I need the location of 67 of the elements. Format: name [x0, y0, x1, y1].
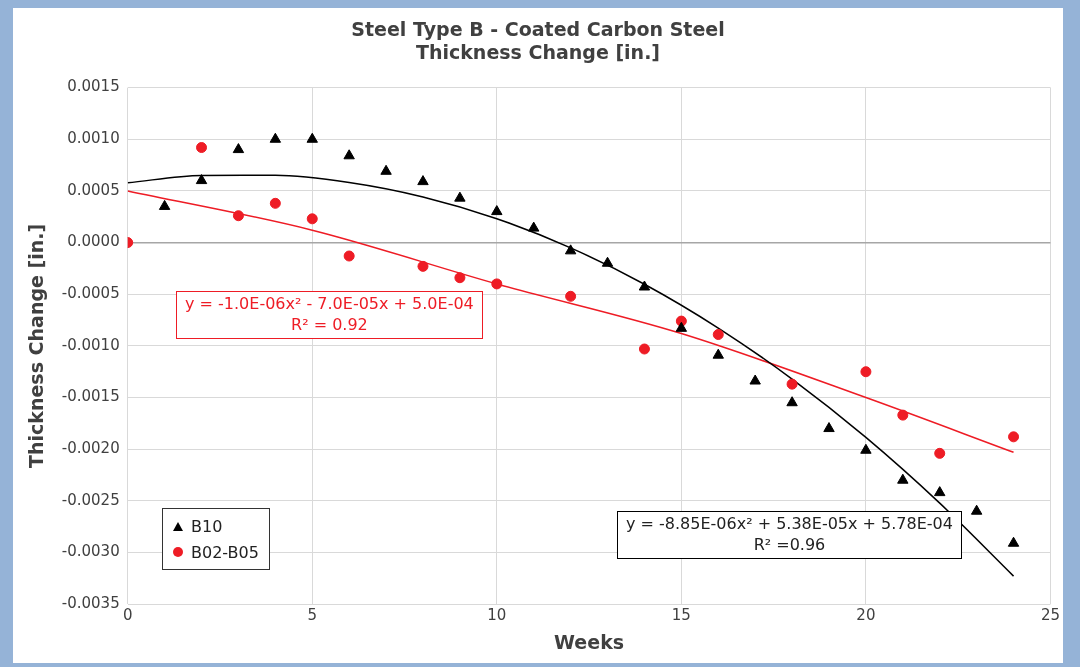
chart-title: Steel Type B - Coated Carbon Steel — [351, 18, 725, 41]
y-tick-label: -0.0010 — [61, 335, 120, 354]
point — [343, 250, 355, 262]
point — [269, 197, 281, 209]
y-tick-label: -0.0035 — [61, 594, 120, 613]
x-tick-label: 25 — [1040, 606, 1060, 625]
point — [970, 504, 983, 515]
point — [417, 260, 429, 272]
x-tick-label: 0 — [122, 606, 133, 625]
point — [786, 378, 798, 390]
legend-label: B10 — [191, 516, 223, 536]
x-axis-title: Weeks — [554, 630, 625, 653]
point — [934, 486, 946, 497]
annotation: y = -1.0E-06x² - 7.0E-05x + 5.0E-04 R² = 0.92 — [176, 291, 483, 339]
point — [564, 244, 577, 255]
point — [196, 142, 208, 154]
y-tick-label: -0.0025 — [61, 490, 120, 509]
y-tick-label: -0.0015 — [61, 387, 120, 406]
y-axis-title: Thickness Change [in.] — [25, 223, 48, 468]
point — [786, 396, 798, 407]
point — [712, 329, 724, 341]
point — [269, 132, 282, 143]
point — [491, 205, 503, 216]
y-tick-label: 0.0000 — [67, 232, 120, 251]
point — [897, 473, 909, 484]
point — [232, 210, 244, 222]
y-tick-label: -0.0030 — [61, 542, 120, 561]
line-series — [127, 190, 1015, 454]
point — [380, 164, 392, 175]
line-series — [127, 174, 1015, 577]
y-tick-label: 0.0015 — [67, 77, 120, 96]
point — [823, 422, 835, 433]
y-tick-label: 0.0005 — [67, 180, 120, 199]
point — [860, 443, 872, 454]
x-tick-label: 10 — [487, 606, 507, 625]
point — [232, 143, 245, 154]
point — [417, 175, 429, 186]
point — [158, 199, 171, 210]
point — [749, 374, 761, 385]
point — [491, 278, 503, 290]
y-tick-label: -0.0020 — [61, 439, 120, 458]
point — [343, 149, 355, 160]
point — [1008, 431, 1020, 443]
point — [306, 132, 318, 143]
x-tick-label: 15 — [671, 606, 691, 625]
point — [454, 272, 466, 284]
point — [934, 447, 946, 459]
chart-subtitle: Thickness Change [in.] — [415, 41, 661, 64]
point — [712, 348, 724, 359]
point — [601, 256, 614, 267]
point — [675, 321, 688, 332]
y-tick-label: 0.0010 — [67, 129, 120, 148]
point — [638, 343, 650, 355]
point — [638, 280, 651, 291]
point — [1007, 536, 1020, 547]
annotation: y = -8.85E-06x² + 5.38E-05x + 5.78E-04 R² =0.96 — [617, 511, 962, 559]
point — [195, 174, 208, 185]
point — [306, 213, 318, 225]
point — [860, 366, 872, 378]
legend-label: B02-B05 — [191, 542, 259, 562]
point — [528, 221, 540, 232]
y-tick-label: -0.0005 — [61, 284, 120, 303]
x-tick-label: 20 — [856, 606, 876, 625]
x-tick-label: 5 — [307, 606, 318, 625]
point — [897, 409, 909, 421]
point — [454, 191, 466, 202]
point — [565, 290, 577, 302]
